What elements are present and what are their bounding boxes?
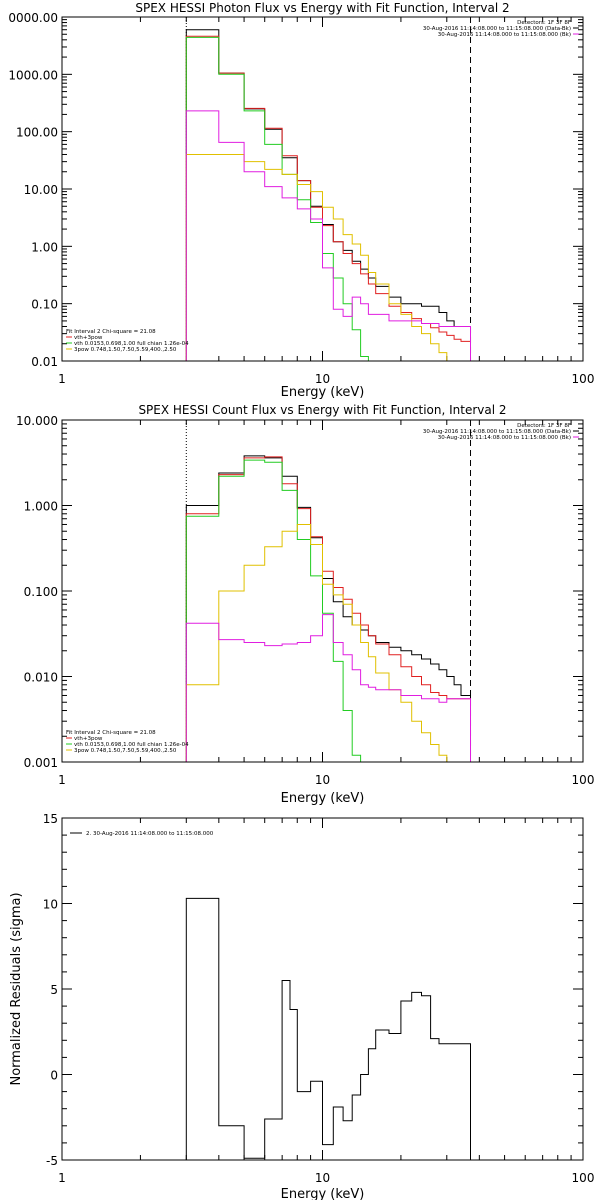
- fit-legend-entry: vth+3pow: [74, 335, 103, 341]
- fit-legend-entry: vth 0.0153,0.698,1.00 full chian 1.26e-0…: [74, 341, 189, 347]
- y-tick-label: 10: [43, 898, 58, 912]
- x-tick-label: 10: [315, 1171, 330, 1185]
- chart-panel-3: 1 10 100 -5 0 5 10 15 Energy (keV) Normalized Res…: [9, 812, 594, 1200]
- x-tick-label: 1: [58, 1171, 66, 1185]
- series-line-4: [185, 154, 455, 361]
- legend-entry: 2. 30-Aug-2016 11:14:08.000 to 11:15:08.…: [86, 831, 214, 837]
- fit-legend-entry: vth+3pow: [74, 736, 103, 742]
- x-tick-label: 10: [315, 773, 330, 787]
- series-line-3: [185, 36, 369, 361]
- series-line-4: [185, 524, 448, 762]
- y-tick-label: 0.001: [24, 756, 58, 770]
- series-line-1: [185, 897, 471, 1160]
- legend-entry: 30-Aug-2016 11:14:08.000 to 11:15:08.000…: [423, 429, 571, 435]
- y-tick-label: 0: [50, 1069, 58, 1083]
- y-tick-label: 5: [50, 983, 58, 997]
- fit-legend-entry: 3pow 0.748,1.50,7.50,5.59,400.,2.50: [74, 748, 177, 754]
- chart-title: SPEX HESSI Count Flux vs Energy with Fit…: [138, 403, 506, 417]
- fit-legend-header: Fit Interval 2 Chi-square = 21.08: [66, 329, 156, 335]
- y-tick-label: 0.010: [24, 671, 58, 685]
- y-tick-label: 1000.00: [8, 68, 58, 82]
- fit-legend-entry: 3pow 0.748,1.50,7.50,5.59,400.,2.50: [74, 347, 177, 353]
- series-line-5: [185, 110, 471, 361]
- x-tick-label: 100: [572, 1171, 595, 1185]
- chart-panel-1: SPEX HESSI Photon Flux vs Energy with Fi…: [8, 1, 595, 400]
- chart-title: SPEX HESSI Photon Flux vs Energy with Fi…: [135, 1, 509, 15]
- chart-panel-2: SPEX HESSI Count Flux vs Energy with Fit…: [16, 403, 595, 806]
- series-line-1: [185, 29, 471, 361]
- y-tick-label: 0.10: [31, 298, 58, 312]
- y-tick-label: 15: [43, 812, 58, 826]
- x-tick-label: 100: [572, 773, 595, 787]
- y-tick-label: 10.00: [24, 183, 58, 197]
- y-tick-label: 0.100: [24, 585, 58, 599]
- plot-frame: [61, 817, 584, 1161]
- y-tick-label: 10.000: [16, 414, 58, 428]
- legend-entry: 30-Aug-2016 11:14:08.000 to 11:15:08.000…: [423, 26, 571, 32]
- plot-frame: [61, 16, 584, 362]
- x-axis-label: Energy (keV): [281, 385, 365, 400]
- series-line-2: [185, 456, 471, 762]
- legend-entry: Detectors: 1F 3F 8F: [517, 20, 571, 26]
- legend-entry: 30-Aug-2016 11:14:08.000 to 11:15:08.000…: [438, 32, 571, 38]
- y-tick-label: 0000.00: [8, 11, 58, 25]
- series-line-5: [185, 614, 471, 762]
- y-tick-label: 1.000: [24, 500, 58, 514]
- legend-entry: 30-Aug-2016 11:14:08.000 to 11:15:08.000…: [438, 435, 571, 441]
- plot-frame: [61, 419, 584, 763]
- x-tick-label: 1: [58, 773, 66, 787]
- y-tick-label: 100.00: [16, 126, 58, 140]
- y-tick-label: -5: [46, 1154, 58, 1168]
- fit-legend-entry: vth 0.0153,0.698,1.00 full chian 1.26e-0…: [74, 742, 189, 748]
- plot-area: [185, 455, 471, 762]
- y-tick-label: 1.00: [31, 240, 58, 254]
- fit-legend-header: Fit Interval 2 Chi-square = 21.08: [66, 730, 156, 736]
- x-axis-label: Energy (keV): [281, 791, 365, 806]
- series-line-2: [185, 35, 471, 361]
- series-line-1: [185, 455, 471, 762]
- legend-entry: Detectors: 1F 3F 8F: [517, 423, 571, 429]
- series-line-3: [185, 459, 362, 762]
- x-axis-label: Energy (keV): [281, 1187, 365, 1200]
- y-tick-label: 0.01: [31, 355, 58, 369]
- x-tick-label: 10: [315, 372, 330, 386]
- plot-area: [185, 29, 471, 361]
- x-tick-label: 1: [58, 372, 66, 386]
- plot-area: [185, 897, 471, 1160]
- x-tick-label: 100: [572, 372, 595, 386]
- y-axis-label: Normalized Residuals (sigma): [9, 892, 24, 1085]
